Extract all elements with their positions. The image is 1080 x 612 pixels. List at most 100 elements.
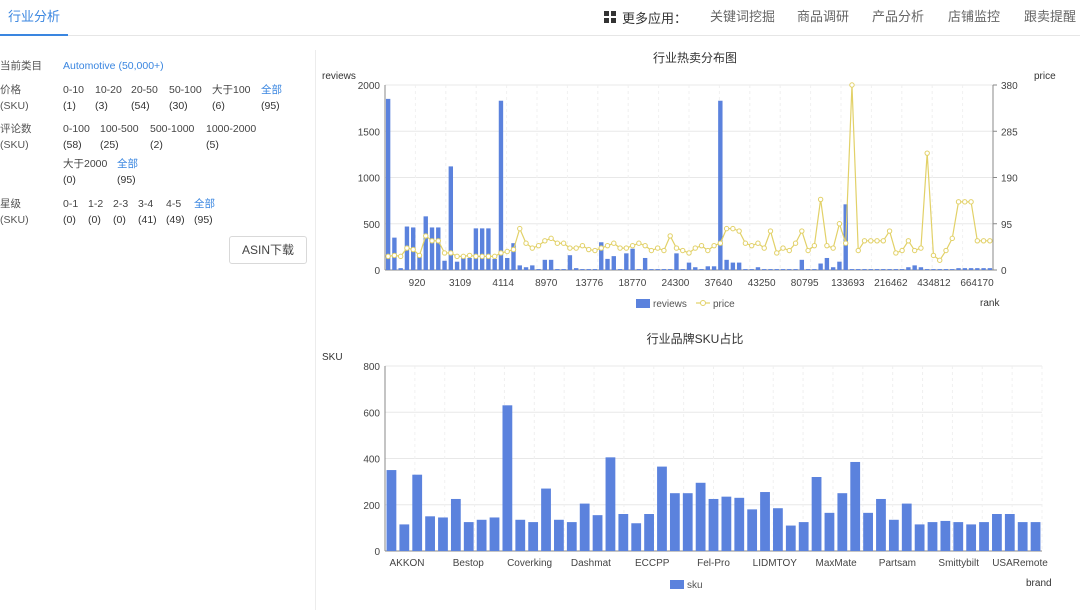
sku-bar (592, 515, 603, 551)
price-point (792, 240, 799, 246)
price-point (604, 242, 611, 249)
x-tick-label: LIDMTOY (753, 558, 798, 569)
stars-option[interactable]: 0-1 (0) (63, 198, 79, 226)
reviews-bar (680, 269, 685, 270)
x-tick-label: 18770 (618, 278, 646, 289)
sku-bar (837, 493, 848, 551)
reviews-option[interactable]: 1000-2000 (5) (206, 123, 257, 151)
reviews-bar (830, 267, 836, 270)
nav-product-research[interactable]: 商品调研 (797, 9, 850, 24)
y2-axis-label: price (1034, 71, 1056, 82)
legend-reviews-swatch (636, 299, 650, 308)
sku-bar (863, 512, 873, 551)
reviews-bar (642, 257, 648, 270)
x-tick-label: 37640 (705, 278, 733, 289)
price-point (830, 245, 836, 251)
price-point (717, 240, 724, 246)
reviews-bar (849, 269, 855, 270)
price-option[interactable]: 20-50 (54) (131, 84, 158, 112)
y-tick-label: 2000 (358, 81, 381, 92)
stars-option[interactable]: 4-5 (49) (166, 198, 185, 226)
price-point (429, 238, 435, 244)
x-tick-label: 434812 (917, 278, 951, 289)
x-tick-label: 920 (409, 278, 426, 289)
nav-hijack-alert[interactable]: 跟卖提醒 (1024, 9, 1077, 24)
sku-bar (992, 514, 1002, 551)
price-point (680, 247, 686, 254)
price-point (586, 246, 592, 253)
stars-sublabel: (SKU) (0, 214, 29, 226)
y-axis-label: SKU (322, 352, 343, 363)
y-tick-label: 1500 (358, 127, 381, 138)
reviews-bar (787, 269, 792, 270)
reviews-bar (467, 257, 472, 270)
reviews-bar (473, 228, 479, 270)
y2-tick-label: 285 (1001, 127, 1018, 138)
asin-download-button[interactable]: ASIN下载 (229, 236, 307, 264)
price-point (548, 235, 554, 242)
sku-bar (476, 519, 487, 551)
nav-keyword-mining[interactable]: 关键词挖掘 (710, 9, 776, 24)
reviews-bar (937, 269, 942, 270)
price-point (498, 250, 504, 256)
price-point (767, 228, 774, 234)
reviews-bar (987, 268, 993, 270)
reviews-bar (931, 269, 936, 270)
price-option[interactable]: 50-100 (30) (169, 84, 202, 112)
category-value-link[interactable]: Automotive (50,000+) (63, 60, 164, 72)
price-point (661, 247, 667, 254)
reviews-option[interactable]: 大于2000 (0) (63, 158, 108, 186)
sku-bar (618, 514, 629, 551)
price-point (560, 240, 567, 246)
reviews-option[interactable]: 100-500 (25) (100, 123, 139, 151)
reviews-bar (962, 268, 967, 270)
stars-option[interactable]: 3-4 (41) (138, 198, 157, 226)
price-point (391, 252, 398, 259)
sku-bar (644, 514, 654, 551)
sku-bar (708, 498, 719, 551)
reviews-bar (981, 268, 986, 270)
price-option-all[interactable]: 全部 (95) (261, 84, 282, 112)
y-tick-label: 500 (363, 220, 380, 231)
price-option[interactable]: 0-10 (1) (63, 84, 85, 112)
stars-option[interactable]: 2-3 (0) (113, 198, 129, 226)
price-point (692, 245, 698, 251)
nav-product-analysis[interactable]: 产品分析 (872, 9, 925, 24)
grid-icon (604, 11, 616, 23)
price-point (730, 225, 736, 232)
sku-bar (502, 405, 513, 551)
reviews-option[interactable]: 500-1000 (2) (150, 123, 195, 151)
reviews-bar (893, 269, 899, 270)
more-apps-label: 更多应用： (622, 10, 688, 26)
price-label: 价格 (0, 84, 21, 96)
price-point (924, 150, 930, 156)
nav-store-monitor[interactable]: 店铺监控 (948, 9, 1001, 24)
tab-industry-analysis[interactable]: 行业分析 (0, 0, 69, 36)
sku-bar (631, 523, 642, 551)
stars-option[interactable]: 1-2 (0) (88, 198, 104, 226)
reviews-bar (768, 269, 773, 270)
price-point (742, 240, 749, 246)
price-point (849, 82, 855, 88)
price-point (799, 228, 805, 234)
price-point (943, 247, 949, 254)
price-option[interactable]: 10-20 (3) (95, 84, 122, 112)
reviews-bar (423, 216, 428, 270)
sku-bar (785, 525, 796, 551)
stars-option-all[interactable]: 全部 (95) (194, 198, 215, 226)
reviews-option[interactable]: 0-100 (58) (63, 123, 90, 151)
price-option[interactable]: 大于100 (6) (212, 84, 251, 112)
reviews-bar (956, 268, 961, 270)
reviews-option-all[interactable]: 全部 (95) (117, 158, 138, 186)
x-tick-label: AKKON (389, 558, 424, 569)
x-tick-label: 13776 (575, 278, 603, 289)
reviews-bar (655, 269, 660, 270)
x-tick-label: 3109 (449, 278, 472, 289)
price-point (611, 240, 617, 246)
chart-title: 行业热卖分布图 (653, 51, 737, 65)
reviews-bar (755, 267, 761, 270)
sku-bar (850, 461, 861, 551)
price-point (886, 228, 893, 234)
price-point (918, 245, 924, 251)
reviews-bar (398, 268, 403, 270)
